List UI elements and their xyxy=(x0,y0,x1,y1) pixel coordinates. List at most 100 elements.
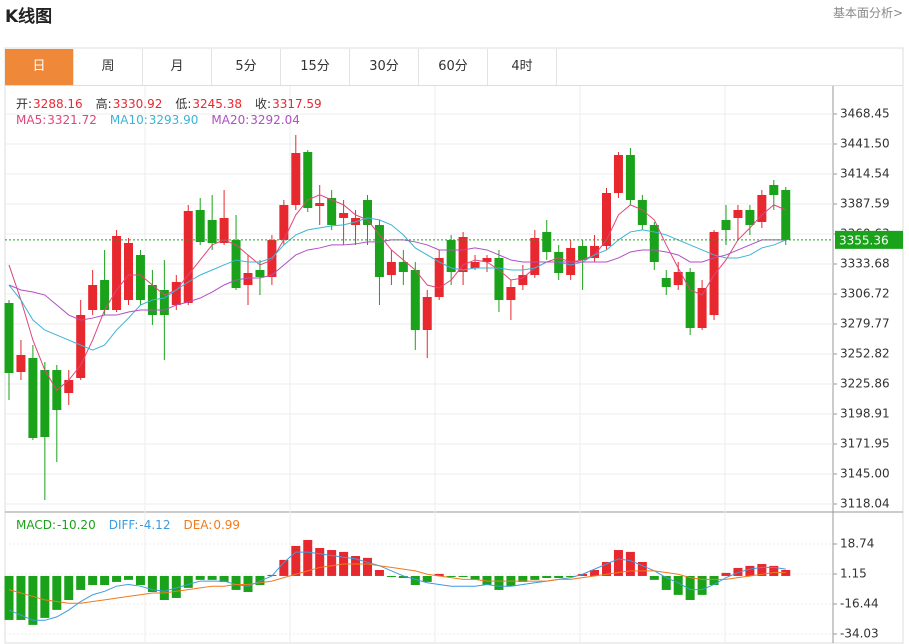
candle-body xyxy=(207,219,217,243)
macd-bar xyxy=(410,575,420,585)
macd-bar xyxy=(542,575,552,579)
macd-bar xyxy=(16,575,26,620)
last-price-box xyxy=(835,230,903,249)
period-tab[interactable]: 60分 xyxy=(419,49,488,85)
ma-info: MA5:3321.72 MA10:3293.90 MA20:3292.04 xyxy=(15,113,300,127)
macd-bar xyxy=(530,575,540,580)
macd-bar xyxy=(625,551,635,576)
candle-body xyxy=(112,235,122,311)
macd-bar xyxy=(52,575,62,610)
candle-body xyxy=(446,239,456,272)
y-tick-label: 3198.91 xyxy=(840,406,890,420)
candle-body xyxy=(769,184,779,195)
candle-body xyxy=(578,245,588,260)
info-value: -10.20 xyxy=(57,518,96,532)
y-tick-label: 3171.95 xyxy=(840,436,890,450)
macd-item: MACD:-10.20 xyxy=(15,518,96,532)
macd-bar xyxy=(291,545,301,576)
macd-bar xyxy=(518,575,528,582)
info-value: 3321.72 xyxy=(47,113,97,127)
period-tab[interactable]: 4时 xyxy=(488,49,557,85)
period-tab[interactable]: 周 xyxy=(74,49,143,85)
last-price-label: 3355.36 xyxy=(839,233,889,247)
candle-body xyxy=(721,219,731,230)
info-label: MA5: xyxy=(16,113,47,127)
macd-bar xyxy=(219,575,229,582)
macd-bar xyxy=(40,575,50,618)
y-tick-label: 3468.45 xyxy=(840,106,890,120)
info-label: 低: xyxy=(175,97,192,111)
y-tick-label: -34.03 xyxy=(840,626,879,640)
macd-bar xyxy=(673,575,683,595)
macd-bar xyxy=(494,575,504,590)
period-tab[interactable]: 5分 xyxy=(212,49,281,85)
y-tick-label: 3252.82 xyxy=(840,346,890,360)
candle-body xyxy=(243,272,253,285)
ohlc-item: 高:3330.92 xyxy=(95,95,163,112)
macd-bar xyxy=(613,550,623,576)
macd-info: MACD:-10.20 DIFF:-4.12 DEA:0.99 xyxy=(15,518,240,532)
candle-body xyxy=(781,189,791,240)
candle-body xyxy=(339,212,349,218)
candle-body xyxy=(685,271,695,328)
candle-body xyxy=(315,202,325,206)
macd-bar xyxy=(303,539,313,576)
candle-body xyxy=(279,204,289,240)
candle-body xyxy=(410,270,420,331)
macd-bar xyxy=(446,575,456,577)
macd-bar xyxy=(578,573,588,576)
macd-bar xyxy=(207,575,217,580)
candle-body xyxy=(649,224,659,262)
vertical-grid xyxy=(144,86,726,643)
candle-body xyxy=(171,281,181,305)
period-tab[interactable]: 月 xyxy=(143,49,212,85)
macd-bar xyxy=(422,575,432,582)
candle-body xyxy=(482,257,492,262)
macd-bar xyxy=(231,575,241,590)
macd-bar xyxy=(566,575,576,577)
y-tick-label: 3306.72 xyxy=(840,286,890,300)
line-series xyxy=(8,563,786,604)
candle-body xyxy=(637,199,647,225)
period-tab[interactable]: 15分 xyxy=(281,49,350,85)
candle-body xyxy=(100,279,110,311)
info-value: 3317.59 xyxy=(272,97,322,111)
macd-item: DEA:0.99 xyxy=(182,518,240,532)
info-value: 3330.92 xyxy=(112,97,163,111)
candle-body xyxy=(64,379,74,393)
macd-bar xyxy=(398,575,408,579)
info-value: -4.12 xyxy=(139,518,171,532)
candle-body xyxy=(530,237,540,275)
info-value: 3245.38 xyxy=(192,97,243,111)
candle-body xyxy=(183,210,193,304)
candle-body xyxy=(542,231,552,252)
macd-bar xyxy=(602,561,611,576)
y-tick-label: 3118.04 xyxy=(840,496,890,510)
candle-body xyxy=(590,245,600,258)
macd-bar xyxy=(76,575,86,590)
candle-body xyxy=(135,254,145,300)
info-value: 0.99 xyxy=(213,518,241,532)
period-tab[interactable]: 30分 xyxy=(350,49,419,85)
candle-body xyxy=(506,286,516,300)
candle-body xyxy=(76,314,86,378)
fundamental-link[interactable]: 基本面分析> xyxy=(832,6,903,20)
macd-bar xyxy=(279,559,289,576)
macd-bar xyxy=(351,556,361,576)
macd-bar xyxy=(554,575,564,579)
y-tick-label: 3387.59 xyxy=(840,196,890,210)
macd-bar xyxy=(195,575,205,580)
info-label: 开: xyxy=(16,97,33,111)
candle-body xyxy=(16,355,26,372)
ohlc-item: 低:3245.38 xyxy=(174,95,242,112)
macd-bar xyxy=(243,575,253,592)
candle-body xyxy=(267,239,277,277)
period-tab[interactable]: 日 xyxy=(5,49,74,85)
candle-body xyxy=(398,261,408,272)
candle-body xyxy=(757,194,767,222)
macd-bar xyxy=(4,575,14,620)
line-series xyxy=(8,217,786,351)
candle-body xyxy=(745,209,755,225)
